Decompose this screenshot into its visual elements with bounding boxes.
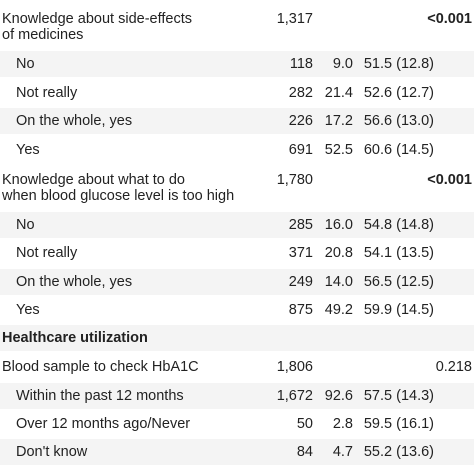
table-row: On the whole, yes 249 14.0 56.5 (12.5) xyxy=(0,269,474,295)
n-value: 226 xyxy=(288,113,313,129)
row-label: Don't know xyxy=(16,444,88,460)
mean-sd-value: 52.6 (12.7) xyxy=(363,85,434,101)
row-label: Knowledge about what to do xyxy=(2,172,185,188)
n-value: 118 xyxy=(289,56,313,72)
table-row: On the whole, yes 226 17.2 56.6 (13.0) xyxy=(0,108,474,134)
n-value: 875 xyxy=(288,302,313,318)
percent-value: 20.8 xyxy=(324,245,353,261)
table-row: Yes 875 49.2 59.9 (14.5) xyxy=(0,297,474,323)
row-label: of medicines xyxy=(2,27,84,43)
n-value: 285 xyxy=(288,217,313,233)
table-row: No 285 16.0 54.8 (14.8) xyxy=(0,212,474,238)
n-value: 84 xyxy=(296,444,313,460)
percent-value: 52.5 xyxy=(324,142,353,158)
n-value: 1,780 xyxy=(276,172,313,188)
row-label: On the whole, yes xyxy=(16,274,133,290)
n-value: 691 xyxy=(288,142,313,158)
table-row: Knowledge about what to do 1,780 <0.001 xyxy=(0,167,474,193)
n-value: 282 xyxy=(288,85,313,101)
section-heading: Healthcare utilization xyxy=(0,325,474,351)
n-value: 1,317 xyxy=(276,11,313,27)
n-value: 1,672 xyxy=(276,388,313,404)
table-row: Over 12 months ago/Never 50 2.8 59.5 (16… xyxy=(0,411,474,437)
mean-sd-value: 60.6 (14.5) xyxy=(363,142,434,158)
table-row: No 118 9.0 51.5 (12.8) xyxy=(0,51,474,77)
table-row: Yes 691 52.5 60.6 (14.5) xyxy=(0,137,474,163)
percent-value: 14.0 xyxy=(324,274,353,290)
p-value: <0.001 xyxy=(427,11,472,27)
table-row: Within the past 12 months 1,672 92.6 57.… xyxy=(0,383,474,409)
percent-value: 2.8 xyxy=(332,416,353,432)
percent-value: 21.4 xyxy=(324,85,353,101)
mean-sd-value: 55.2 (13.6) xyxy=(363,444,434,460)
mean-sd-value: 59.9 (14.5) xyxy=(363,302,434,318)
table-row: Blood sample to check HbA1C 1,806 0.218 xyxy=(0,354,474,380)
p-value: 0.218 xyxy=(435,359,472,375)
percent-value: 9.0 xyxy=(332,56,353,72)
percent-value: 17.2 xyxy=(324,113,353,129)
table-row: Not really 282 21.4 52.6 (12.7) xyxy=(0,80,474,106)
n-value: 50 xyxy=(296,416,313,432)
p-value: <0.001 xyxy=(427,172,472,188)
row-label: No xyxy=(16,56,35,72)
percent-value: 4.7 xyxy=(332,444,353,460)
section-title: Healthcare utilization xyxy=(2,330,148,346)
table-row: Don't know 84 4.7 55.2 (13.6) xyxy=(0,439,474,465)
row-label: Yes xyxy=(16,302,40,318)
percent-value: 16.0 xyxy=(324,217,353,233)
row-label: On the whole, yes xyxy=(16,113,133,129)
row-label: No xyxy=(16,217,35,233)
table-row: Not really 371 20.8 54.1 (13.5) xyxy=(0,240,474,266)
n-value: 1,806 xyxy=(276,359,313,375)
table-row: when blood glucose level is too high xyxy=(0,183,474,209)
mean-sd-value: 59.5 (16.1) xyxy=(363,416,434,432)
row-label: Knowledge about side-effects xyxy=(2,11,192,27)
percent-value: 92.6 xyxy=(324,388,353,404)
table-row: of medicines xyxy=(0,22,474,48)
row-label: Not really xyxy=(16,245,78,261)
row-label: Not really xyxy=(16,85,78,101)
table-row: Knowledge about side-effects 1,317 <0.00… xyxy=(0,6,474,32)
mean-sd-value: 57.5 (14.3) xyxy=(363,388,434,404)
mean-sd-value: 54.8 (14.8) xyxy=(363,217,434,233)
mean-sd-value: 51.5 (12.8) xyxy=(363,56,434,72)
mean-sd-value: 56.5 (12.5) xyxy=(363,274,434,290)
row-label: Blood sample to check HbA1C xyxy=(2,359,199,375)
mean-sd-value: 54.1 (13.5) xyxy=(363,245,434,261)
row-label: Yes xyxy=(16,142,40,158)
row-label: Within the past 12 months xyxy=(16,388,184,404)
mean-sd-value: 56.6 (13.0) xyxy=(363,113,434,129)
percent-value: 49.2 xyxy=(324,302,353,318)
n-value: 249 xyxy=(288,274,313,290)
n-value: 371 xyxy=(288,245,313,261)
row-label: Over 12 months ago/Never xyxy=(16,416,191,432)
row-label: when blood glucose level is too high xyxy=(2,188,235,204)
